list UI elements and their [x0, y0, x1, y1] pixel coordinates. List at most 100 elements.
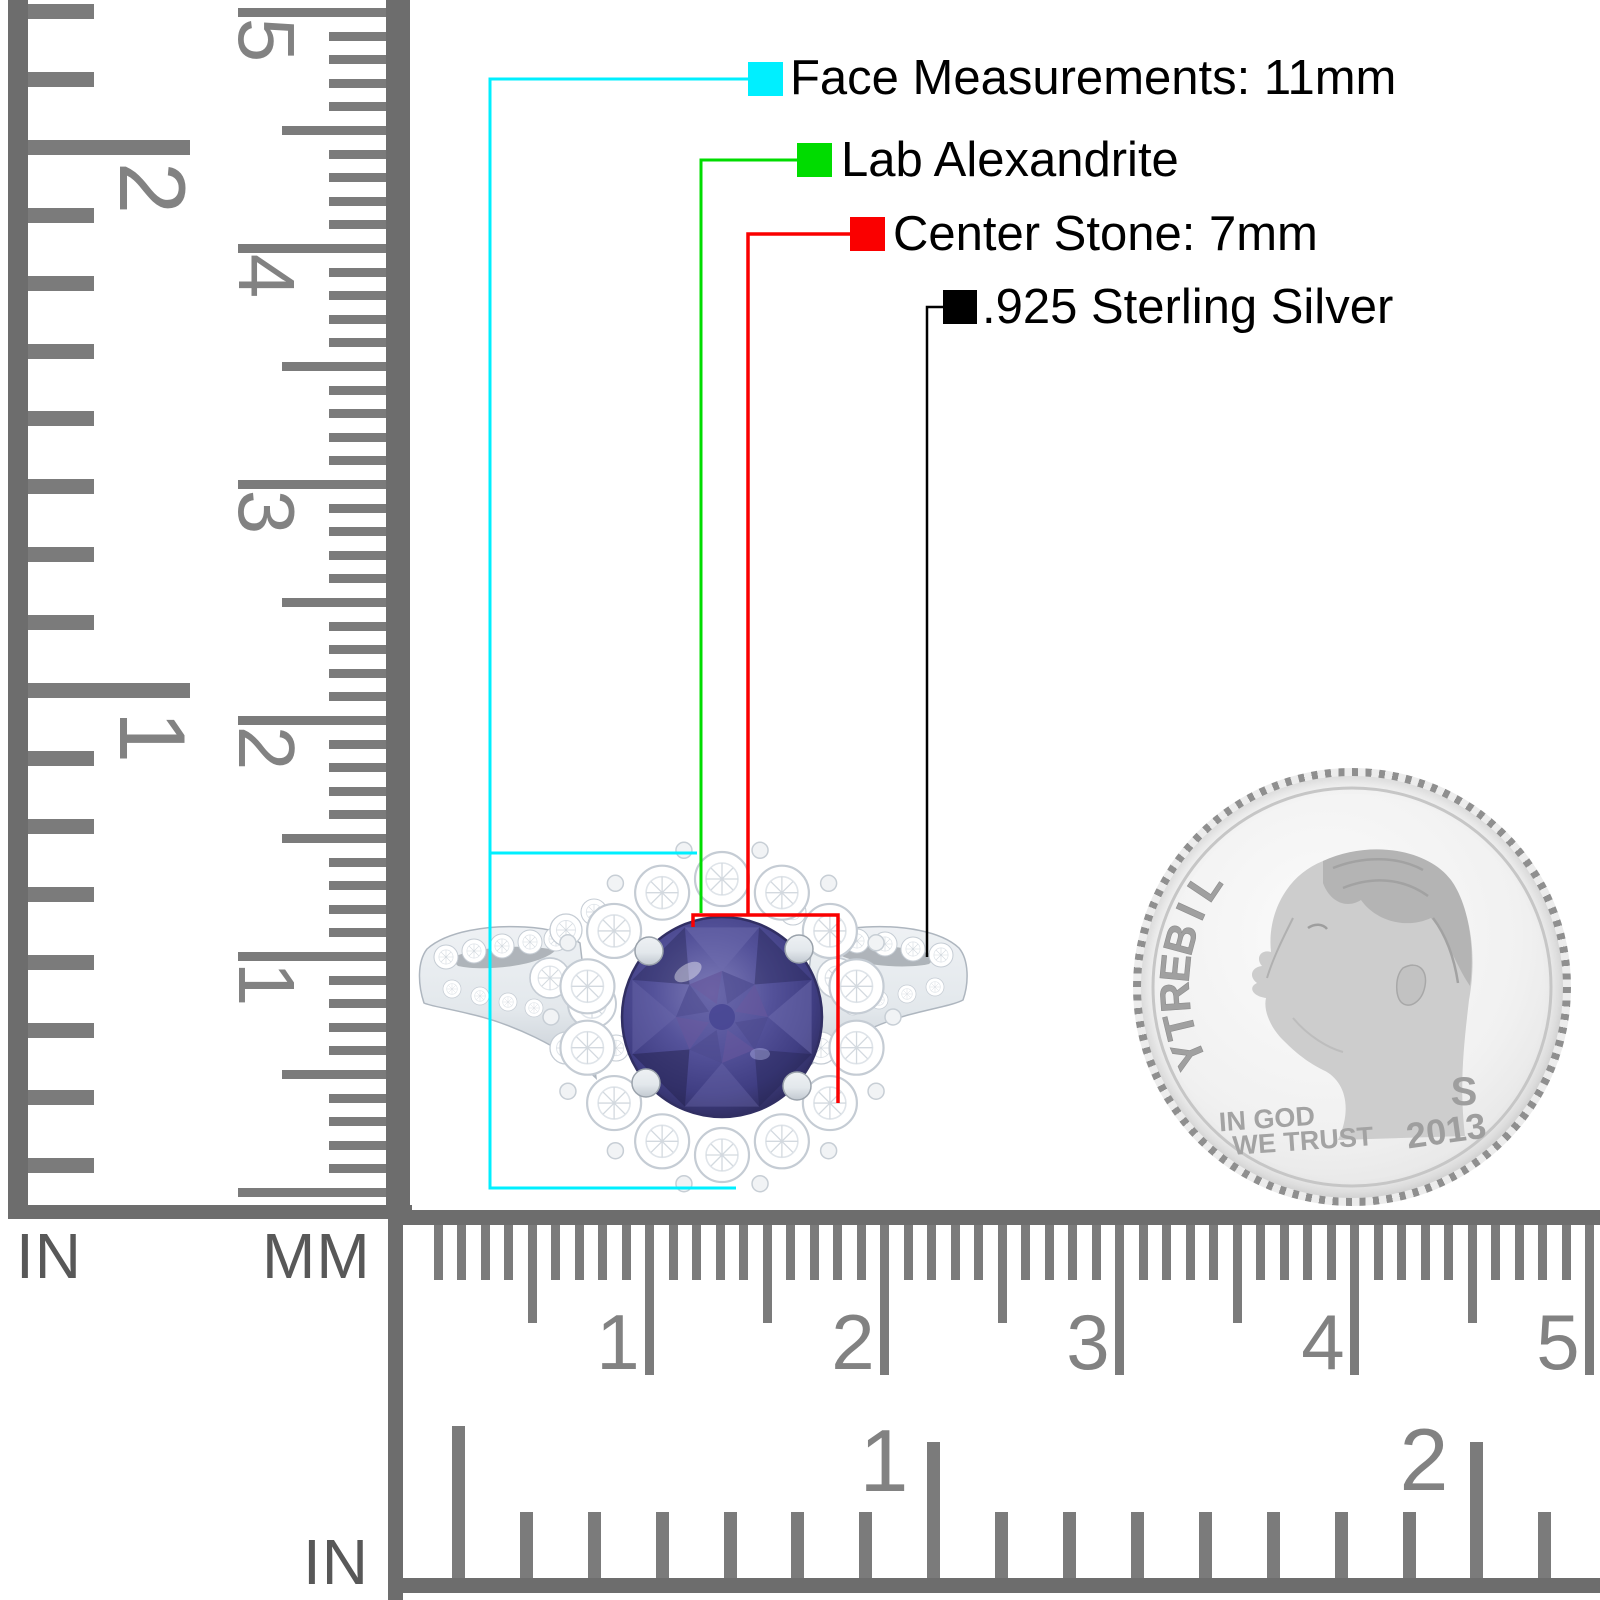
ruler-number: 1 [596, 1298, 640, 1386]
ruler-tick [28, 207, 94, 223]
ruler-tick [329, 975, 386, 985]
ruler-tick [1470, 1442, 1484, 1578]
ruler-tick [329, 267, 386, 277]
ruler-tick [329, 220, 386, 230]
ruler-number: 5 [1536, 1298, 1580, 1386]
ruler-tick [329, 1046, 386, 1056]
ruler-tick [655, 1512, 669, 1578]
ruler-tick [598, 1225, 607, 1280]
ruler-tick [1115, 1225, 1124, 1375]
ruler-tick [927, 1442, 941, 1578]
ruler-tick [723, 1512, 737, 1578]
ruler-tick [329, 857, 386, 867]
ruler-tick [329, 527, 386, 537]
ruler-tick [329, 291, 386, 301]
ruler-tick [329, 904, 386, 914]
ruler-tick [329, 456, 386, 466]
ruler-tick [809, 1225, 819, 1280]
ruler-tick [329, 1093, 386, 1103]
ruler-tick [950, 1225, 960, 1280]
ruler-tick [1538, 1225, 1547, 1280]
ruler-number: 2 [831, 1298, 875, 1386]
ruler-tick [433, 1225, 443, 1280]
ruler-number: 3 [1066, 1298, 1110, 1386]
ruler-tick [1350, 1225, 1359, 1375]
ruler-tick [329, 550, 386, 560]
ruler-tick [329, 196, 386, 206]
metal-label: .925 Sterling Silver [982, 280, 1394, 334]
ruler-tick [859, 1512, 873, 1578]
coin-motto-line1: IN GOD [1218, 1101, 1316, 1138]
ruler-tick [1334, 1512, 1348, 1578]
ruler-tick [1044, 1225, 1054, 1280]
ruler-tick [28, 4, 94, 19]
coin-legend-letter: L [1178, 862, 1231, 910]
ruler-tick [28, 818, 94, 834]
ruler-tick [997, 1225, 1007, 1323]
ruler-tick [329, 763, 386, 773]
ruler-number: 5 [222, 17, 311, 63]
ruler-tick [329, 314, 386, 324]
ruler-tick [238, 716, 386, 725]
ruler-tick [282, 362, 386, 371]
ruler-tick [527, 1225, 537, 1323]
ruler-tick [282, 1070, 386, 1079]
ruler-tick [791, 1512, 805, 1578]
center-stone-swatch [850, 217, 885, 251]
ruler-tick [1561, 1225, 1571, 1280]
ruler-tick [1209, 1225, 1218, 1280]
ruler-tick [329, 432, 386, 442]
ruler-tick [238, 952, 386, 961]
face-measurement-swatch [748, 62, 783, 96]
ruler-tick [282, 126, 386, 135]
roosevelt-portrait [1251, 849, 1473, 1140]
ruler-tick [692, 1225, 701, 1280]
ruler-tick [1068, 1225, 1077, 1280]
ruler-tick [238, 244, 386, 253]
ruler-tick [28, 1090, 94, 1106]
ruler-number: 2 [222, 725, 311, 771]
ruler-tick [329, 881, 386, 891]
ruler-number: 4 [1301, 1298, 1345, 1386]
ruler-tick [28, 71, 94, 87]
ruler-tick [927, 1225, 936, 1280]
ruler-edge [388, 1210, 1600, 1225]
ruler-tick [28, 479, 94, 495]
bottom-ruler-inch-unit-label: IN [303, 1526, 369, 1598]
ruler-tick [329, 149, 386, 159]
ruler-tick [880, 1225, 889, 1375]
ruler-tick [519, 1512, 533, 1578]
ruler-tick [1538, 1512, 1552, 1578]
ruler-tick [574, 1225, 584, 1280]
ruler-tick [329, 102, 386, 112]
ruler-tick [995, 1512, 1009, 1578]
ruler-tick [1514, 1225, 1524, 1280]
ruler-tick [1303, 1225, 1312, 1280]
ruler-tick [28, 275, 94, 291]
ruler-edge [8, 0, 28, 1205]
ruler-tick [329, 621, 386, 631]
ruler-number: 2 [100, 161, 205, 215]
ruler-tick [329, 928, 386, 938]
ruler-tick [329, 810, 386, 820]
ruler-tick [282, 598, 386, 607]
ruler-tick [28, 683, 190, 698]
ruler-number: 1 [859, 1411, 909, 1510]
ruler-tick [282, 834, 386, 843]
ruler-number: 1 [222, 961, 311, 1007]
ruler-tick [1373, 1225, 1383, 1280]
ruler-tick [451, 1426, 465, 1578]
ruler-tick [621, 1225, 631, 1280]
ruler-tick [1444, 1225, 1453, 1280]
face-measurement-label: Face Measurements: 11mm [790, 51, 1397, 105]
ruler-tick [587, 1512, 601, 1578]
ruler-tick [329, 668, 386, 678]
center-stone-label: Center Stone: 7mm [893, 207, 1318, 261]
ruler-tick [329, 31, 386, 41]
ruler-number: 3 [222, 489, 311, 535]
ruler-tick [329, 999, 386, 1009]
ruler-tick [28, 343, 94, 359]
ruler-tick [329, 338, 386, 348]
